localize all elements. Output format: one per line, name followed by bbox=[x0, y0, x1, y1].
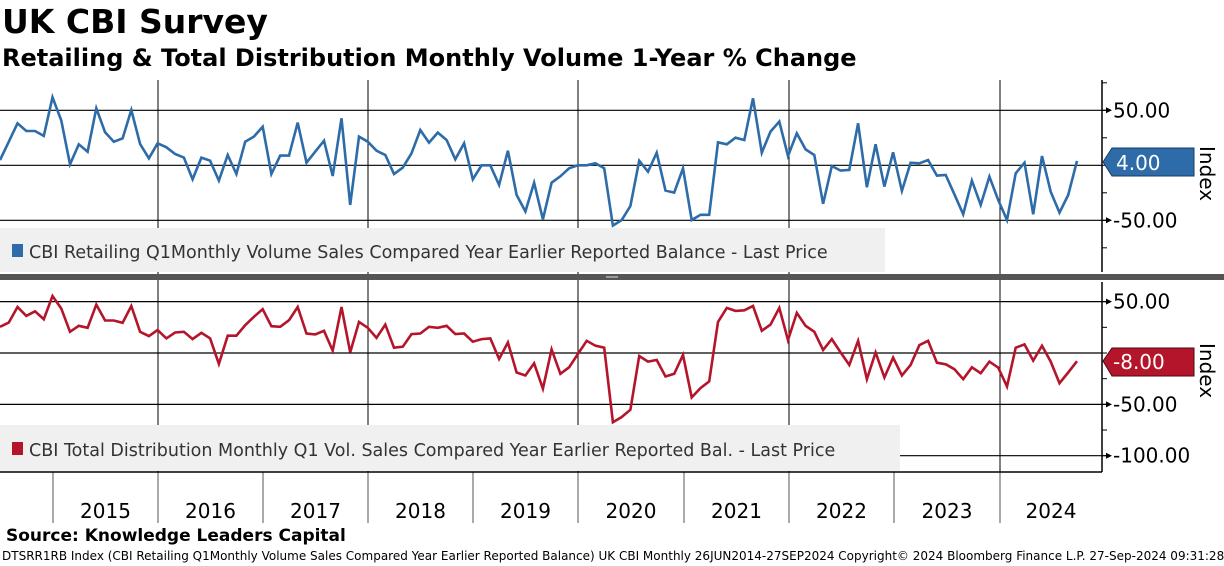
x-tick-label: 2017 bbox=[290, 499, 341, 523]
axes: 2015 2016 2017 2018 2019 2020 2021 2022 2023 2024… bbox=[0, 80, 1190, 523]
y-tick-label: -50.00 bbox=[1113, 392, 1177, 416]
y-tick-arrow bbox=[1106, 452, 1112, 459]
legend-bottom-background bbox=[0, 425, 900, 471]
x-tick-label: 2020 bbox=[606, 499, 657, 523]
x-tick-label: 2021 bbox=[711, 499, 762, 523]
y-axis-title-bottom: Index bbox=[1195, 343, 1219, 398]
y-tick-label: -100.00 bbox=[1113, 444, 1190, 468]
retailing-series-line bbox=[0, 92, 1079, 228]
source-note: Source: Knowledge Leaders Capital bbox=[6, 526, 346, 546]
tag-shape-bottom bbox=[1102, 347, 1195, 377]
legend-top-background bbox=[0, 228, 885, 272]
x-tick-label: 2015 bbox=[80, 499, 131, 523]
legend-bottom-label: CBI Total Distribution Monthly Q1 Vol. S… bbox=[29, 441, 835, 461]
y-tick-arrow bbox=[1106, 107, 1112, 114]
chart-subtitle: Retailing & Total Distribution Monthly V… bbox=[2, 44, 857, 72]
divider-handle[interactable] bbox=[606, 276, 618, 278]
x-tick-label: 2024 bbox=[1026, 499, 1077, 523]
last-value-tag-top: 4.00 bbox=[1102, 147, 1195, 177]
x-tick-label: 2016 bbox=[185, 499, 236, 523]
y-tick-label: 50.00 bbox=[1113, 98, 1170, 122]
y-tick-arrow bbox=[1106, 401, 1112, 408]
legend-top-swatch bbox=[12, 244, 23, 257]
y-tick-arrow bbox=[1106, 217, 1112, 224]
last-value-tag-bottom: -8.00 bbox=[1102, 347, 1195, 377]
x-tick-label: 2022 bbox=[816, 499, 867, 523]
legend-bottom: CBI Total Distribution Monthly Q1 Vol. S… bbox=[0, 425, 900, 471]
legend-top: CBI Retailing Q1Monthly Volume Sales Com… bbox=[0, 228, 885, 272]
x-tick-label: 2018 bbox=[395, 499, 446, 523]
series-layer bbox=[0, 92, 1079, 425]
y-tick-label: -50.00 bbox=[1113, 208, 1177, 232]
tag-shape-top bbox=[1102, 147, 1195, 177]
last-value-top: 4.00 bbox=[1116, 151, 1161, 175]
y-axis-title-top: Index bbox=[1195, 146, 1219, 201]
legend-bottom-swatch bbox=[12, 442, 23, 455]
x-tick-label: 2019 bbox=[500, 499, 551, 523]
x-tick-label: 2023 bbox=[922, 499, 973, 523]
legend-top-label: CBI Retailing Q1Monthly Volume Sales Com… bbox=[29, 243, 828, 263]
chart-title: UK CBI Survey bbox=[2, 2, 268, 41]
y-tick-arrow bbox=[1106, 298, 1112, 305]
distribution-series-line bbox=[0, 293, 1079, 425]
footer-info: DTSRR1RB Index (CBI Retailing Q1Monthly … bbox=[2, 549, 1224, 563]
last-value-bottom: -8.00 bbox=[1113, 350, 1165, 374]
y-tick-label: 50.00 bbox=[1113, 290, 1170, 314]
